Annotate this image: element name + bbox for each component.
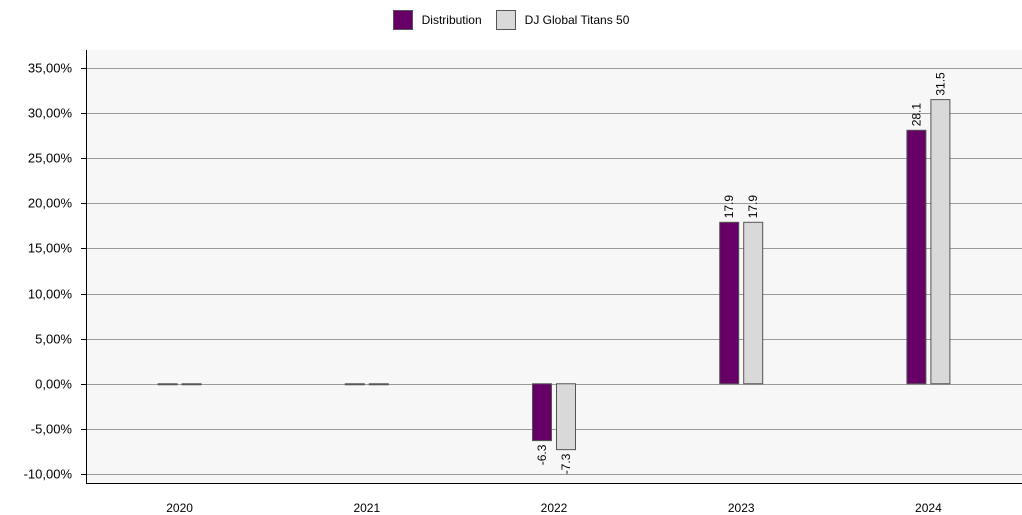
y-tick-label: -10,00% xyxy=(24,467,73,482)
data-label-dj-global-titans-50-2023: 17.9 xyxy=(746,195,760,219)
legend-swatch-distribution xyxy=(392,10,413,30)
x-tick-label: 2024 xyxy=(915,501,942,515)
y-tick-label: -5,00% xyxy=(31,422,73,437)
data-label-dj-global-titans-50-2024: 31.5 xyxy=(933,72,947,96)
chart-legend: Distribution DJ Global Titans 50 xyxy=(0,6,1022,34)
y-tick-label: 35,00% xyxy=(28,61,73,76)
data-label-distribution-2024: 28.1 xyxy=(909,103,923,127)
legend-label-dj-global-titans-50: DJ Global Titans 50 xyxy=(524,13,630,27)
data-label-distribution-2022: -6.3 xyxy=(535,444,549,465)
bar-dj-global-titans-50-2022 xyxy=(556,383,576,451)
y-tick-label: 30,00% xyxy=(28,106,73,121)
y-tick-label: 20,00% xyxy=(28,196,73,211)
y-tick-label: 15,00% xyxy=(28,241,73,256)
y-tick-label: 5,00% xyxy=(35,332,72,347)
y-tick-label: 25,00% xyxy=(28,151,73,166)
y-tick-label: 0,00% xyxy=(35,377,72,392)
legend-item-distribution: Distribution xyxy=(392,10,482,30)
data-label-distribution-2023: 17.9 xyxy=(722,195,736,219)
x-tick-label: 2022 xyxy=(541,501,568,515)
bar-distribution-2023 xyxy=(719,221,740,385)
bar-distribution-2024 xyxy=(906,129,927,385)
bar-dj-global-titans-50-2023 xyxy=(743,221,764,385)
bar-distribution-2020 xyxy=(157,383,178,386)
legend-label-distribution: Distribution xyxy=(421,13,482,27)
data-label-dj-global-titans-50-2022: -7.3 xyxy=(559,453,573,474)
legend-swatch-dj-global-titans-50 xyxy=(495,10,516,30)
y-tick-label: 10,00% xyxy=(28,287,73,302)
plot-area xyxy=(86,50,1022,483)
bar-distribution-2022 xyxy=(532,383,552,442)
bar-distribution-2021 xyxy=(344,383,365,386)
x-tick-label: 2021 xyxy=(353,501,380,515)
bar-dj-global-titans-50-2020 xyxy=(181,383,202,386)
x-tick-label: 2023 xyxy=(728,501,755,515)
legend-item-dj-global-titans-50: DJ Global Titans 50 xyxy=(495,10,630,30)
bar-dj-global-titans-50-2024 xyxy=(930,99,951,385)
x-tick-label: 2020 xyxy=(166,501,193,515)
bar-dj-global-titans-50-2021 xyxy=(368,383,389,386)
